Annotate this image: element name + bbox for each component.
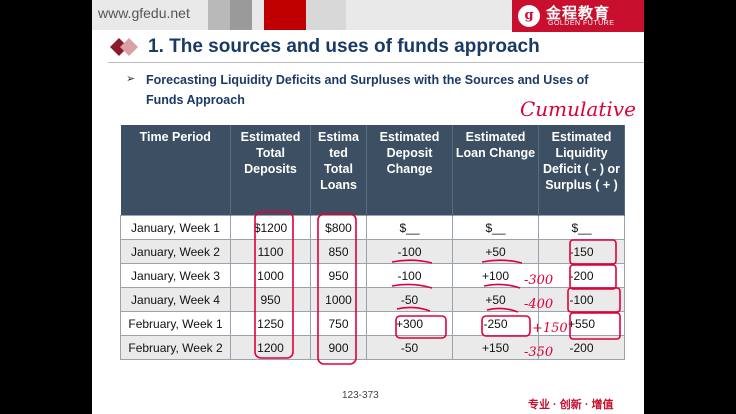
table-cell: 1000 (310, 287, 367, 312)
table-cell: 1250 (230, 311, 311, 336)
table-row: January, Week 3 1000 950 -100 +100 -200 (120, 263, 625, 288)
table-cell: -50 (366, 335, 453, 360)
table-cell: +150 (452, 335, 539, 360)
table-header-row: Time Period Estimated Total Deposits Est… (120, 125, 625, 216)
column-header: Estimated Total Deposits (230, 125, 311, 216)
table-cell: 1100 (230, 239, 311, 264)
table-cell: +550 (538, 311, 625, 336)
decor-strip (208, 0, 230, 30)
table-cell: February, Week 1 (120, 311, 231, 336)
table-cell: +100 (452, 263, 539, 288)
table-cell: January, Week 4 (120, 287, 231, 312)
decor-strip (230, 0, 252, 30)
page-title: 1. The sources and uses of funds approac… (148, 36, 540, 57)
table-cell: February, Week 2 (120, 335, 231, 360)
table-cell: -200 (538, 263, 625, 288)
table-cell: $1200 (230, 215, 311, 240)
table-cell: 850 (310, 239, 367, 264)
table-cell: -200 (538, 335, 625, 360)
brand-badge: g 金程教育 GOLDEN FUTURE (512, 0, 644, 32)
table-cell: -100 (366, 263, 453, 288)
column-header: Estima ted Total Loans (310, 125, 367, 216)
table-cell: -250 (452, 311, 539, 336)
liquidity-table: Time Period Estimated Total Deposits Est… (120, 125, 625, 360)
table-cell: 950 (230, 287, 311, 312)
table-cell: $800 (310, 215, 367, 240)
title-diamond-icon (110, 38, 138, 56)
brand-name-en: GOLDEN FUTURE (548, 20, 615, 27)
table-cell: +50 (452, 239, 539, 264)
table-cell: +300 (366, 311, 453, 336)
table-cell: -50 (366, 287, 453, 312)
slogan: 专业 · 创新 · 增值 (528, 399, 614, 411)
column-header: Estimated Liquidity Deficit ( - ) or Sur… (538, 125, 625, 216)
table-row: January, Week 1 $1200 $800 $__ $__ $__ (120, 215, 625, 240)
brand-logo-icon: g (518, 5, 540, 27)
table-cell: -150 (538, 239, 625, 264)
table-cell: 1200 (230, 335, 311, 360)
bullet-arrow-icon: ➢ (126, 73, 136, 85)
table-cell: $__ (538, 215, 625, 240)
slide: www.gfedu.net g 金程教育 GOLDEN FUTURE 1. Th… (92, 0, 644, 414)
table-cell: January, Week 2 (120, 239, 231, 264)
table-cell: 1000 (230, 263, 311, 288)
column-header: Estimated Deposit Change (366, 125, 453, 216)
table-cell: -100 (538, 287, 625, 312)
table-cell: $__ (366, 215, 453, 240)
title-divider (108, 62, 644, 63)
column-header: Estimated Loan Change (452, 125, 539, 216)
table-cell: 750 (310, 311, 367, 336)
column-header: Time Period (120, 125, 231, 216)
decor-strip (264, 0, 306, 30)
decor-strip (306, 0, 346, 30)
table-cell: January, Week 3 (120, 263, 231, 288)
table-row: February, Week 2 1200 900 -50 +150 -200 (120, 335, 625, 360)
table-row: January, Week 4 950 1000 -50 +50 -100 (120, 287, 625, 312)
page-number: 123-373 (342, 390, 379, 401)
brand-name-cn: 金程教育 (546, 5, 611, 22)
site-url: www.gfedu.net (98, 5, 190, 21)
table-cell: $__ (452, 215, 539, 240)
table-cell: 950 (310, 263, 367, 288)
table-cell: January, Week 1 (120, 215, 231, 240)
table-row: January, Week 2 1100 850 -100 +50 -150 (120, 239, 625, 264)
bullet-text: Forecasting Liquidity Deficits and Surpl… (146, 73, 589, 107)
table-row: February, Week 1 1250 750 +300 -250 +550 (120, 311, 625, 336)
table-cell: -100 (366, 239, 453, 264)
table-cell: +50 (452, 287, 539, 312)
table-cell: 900 (310, 335, 367, 360)
